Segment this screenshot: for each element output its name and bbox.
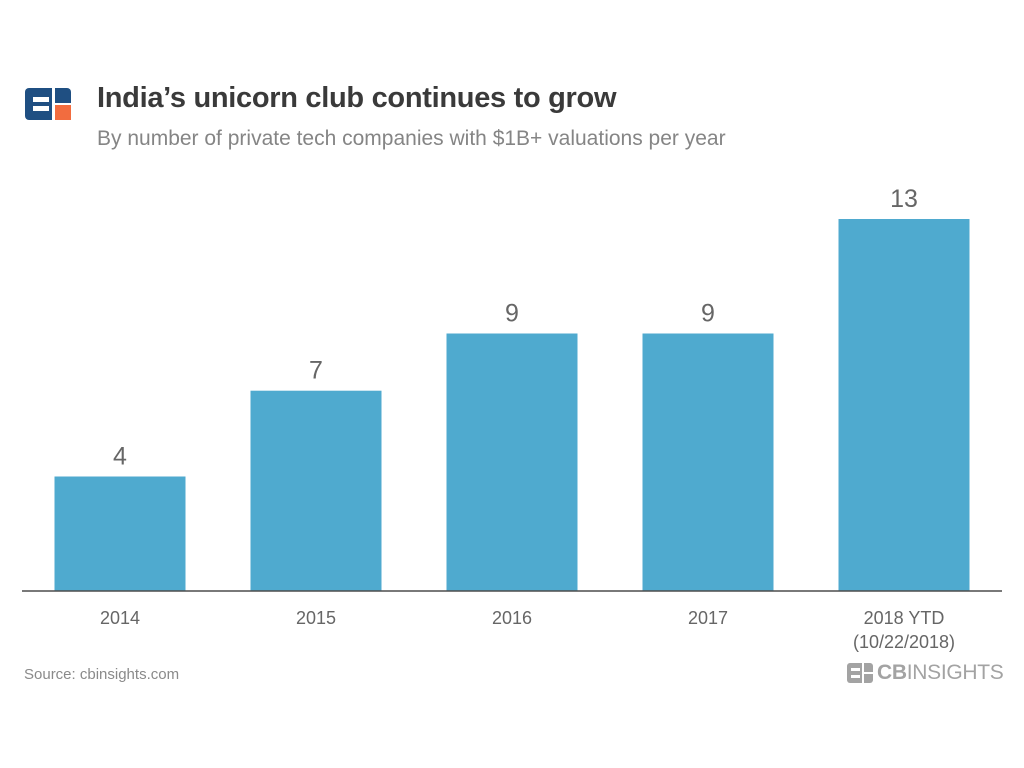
- cb-insights-brand-icon: [847, 663, 873, 683]
- bar-4: [838, 219, 970, 591]
- bar-3: [642, 333, 774, 591]
- x-tick-label-1: 2015: [296, 608, 336, 628]
- x-tick-label-4-line-1: (10/22/2018): [853, 632, 955, 652]
- data-label-4: 13: [890, 185, 918, 213]
- chart-subtitle: By number of private tech companies with…: [97, 127, 726, 150]
- chart-title: India’s unicorn club continues to grow: [97, 82, 617, 114]
- bar-2: [446, 333, 578, 591]
- x-tick-label-2: 2016: [492, 608, 532, 628]
- data-label-0: 4: [113, 443, 127, 471]
- cb-insights-brand: CBINSIGHTS: [847, 660, 1004, 686]
- x-tick-label-4-line-0: 2018 YTD: [864, 608, 945, 628]
- x-tick-label-0: 2014: [100, 608, 140, 628]
- data-label-2: 9: [505, 300, 519, 328]
- brand-bold: CB: [877, 661, 907, 684]
- brand-wordmark: CBINSIGHTS: [877, 661, 1004, 685]
- brand-rest: INSIGHTS: [906, 661, 1004, 684]
- cb-insights-logo-icon: [25, 88, 71, 120]
- source-note: Source: cbinsights.com: [24, 666, 180, 683]
- bar-0: [54, 476, 186, 591]
- x-tick-label-3: 2017: [688, 608, 728, 628]
- bar-1: [250, 390, 382, 591]
- data-label-1: 7: [309, 357, 323, 385]
- data-label-3: 9: [701, 300, 715, 328]
